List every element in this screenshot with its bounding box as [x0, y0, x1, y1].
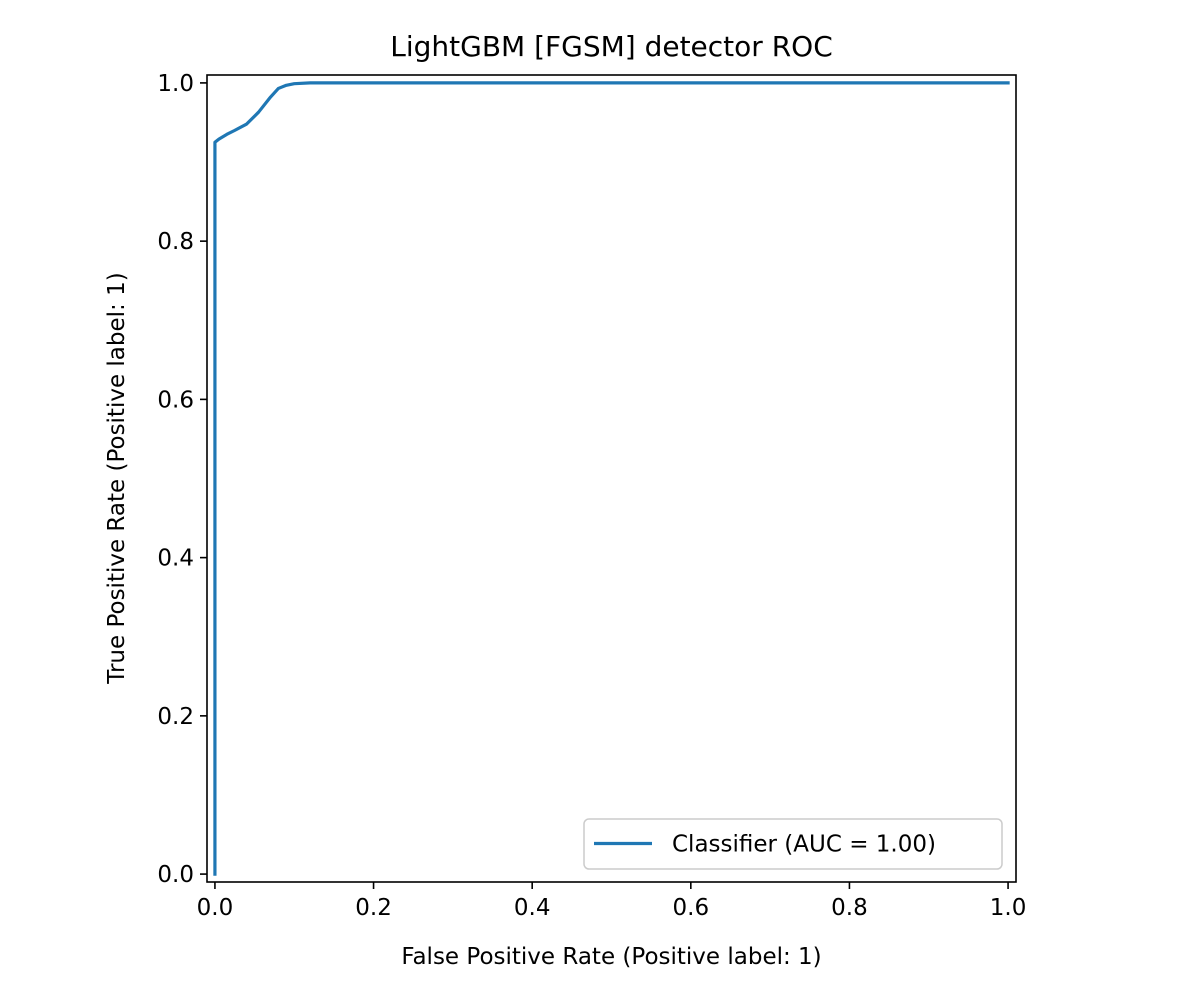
legend-entry-label: Classifier (AUC = 1.00) — [672, 832, 936, 858]
y-tick-label: 0.0 — [157, 862, 194, 888]
y-tick-label: 0.4 — [157, 546, 194, 572]
y-tick-label: 0.6 — [157, 387, 194, 413]
x-tick-label: 0.2 — [355, 895, 392, 921]
x-tick-label: 0.4 — [514, 895, 551, 921]
series-layer — [213, 81, 1010, 876]
y-axis-ticks: 0.0 0.2 0.4 0.6 0.8 1.0 — [157, 71, 207, 888]
y-axis-label: True Positive Rate (Positive label: 1) — [104, 272, 130, 684]
x-tick-label: 1.0 — [990, 895, 1027, 921]
x-axis-ticks: 0.0 0.2 0.4 0.6 0.8 1.0 — [197, 882, 1027, 921]
x-tick-label: 0.6 — [673, 895, 710, 921]
y-tick-label: 0.8 — [157, 229, 194, 255]
plot-area-frame — [206, 74, 1017, 883]
x-tick-label: 0.0 — [197, 895, 234, 921]
roc-curve-line — [213, 81, 1010, 876]
chart-legend: Classifier (AUC = 1.00) — [583, 818, 1003, 870]
y-tick-label: 1.0 — [157, 71, 194, 97]
legend-box — [583, 818, 1003, 870]
x-axis-label: False Positive Rate (Positive label: 1) — [401, 944, 821, 970]
y-tick-label: 0.2 — [157, 704, 194, 730]
chart-title: LightGBM [FGSM] detector ROC — [390, 30, 833, 63]
x-tick-label: 0.8 — [831, 895, 868, 921]
